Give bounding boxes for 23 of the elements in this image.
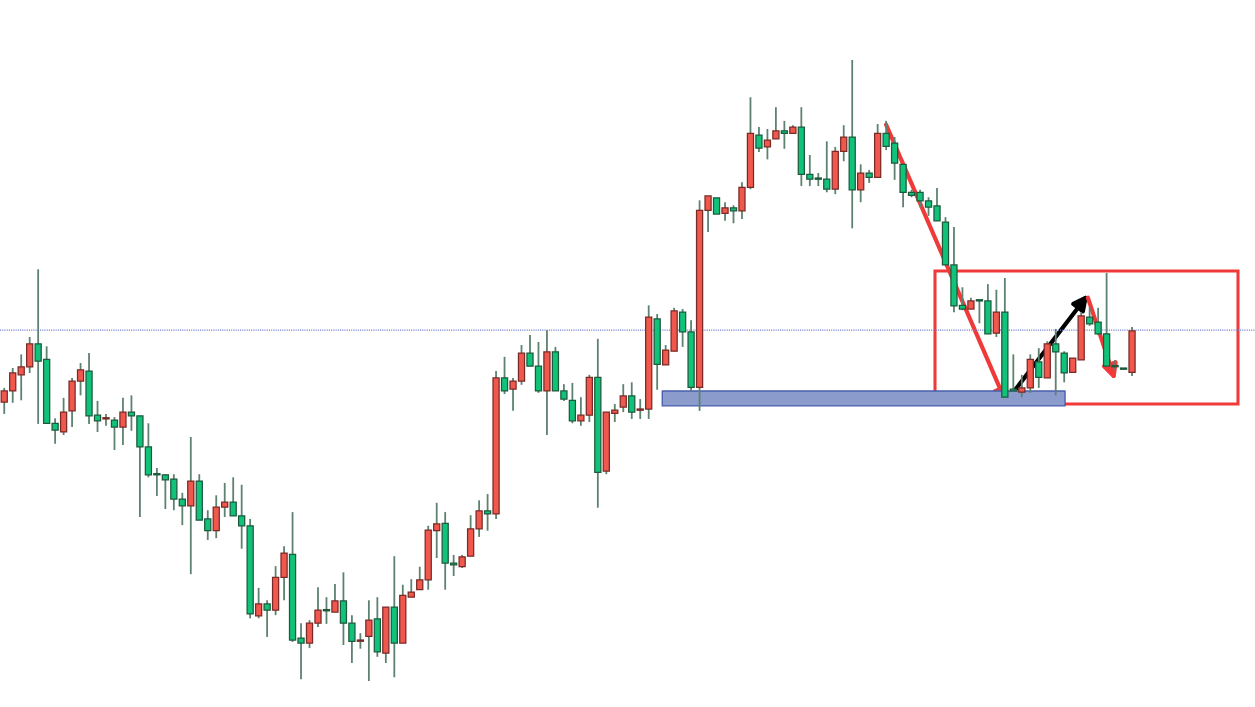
candlestick: [992, 288, 1001, 338]
candlestick: [568, 382, 577, 425]
candlestick: [755, 126, 763, 153]
candlestick: [721, 201, 729, 222]
candlestick: [356, 632, 365, 650]
candlestick: [416, 565, 424, 591]
candlestick: [857, 163, 865, 204]
candlestick: [1060, 350, 1068, 384]
candlestick: [628, 381, 636, 420]
candlestick: [254, 586, 263, 620]
candlestick: [263, 599, 271, 638]
candlestick: [365, 599, 373, 681]
candlestick: [483, 493, 492, 532]
candlestick: [1052, 327, 1060, 397]
candlestick: [729, 204, 738, 225]
candlestick: [407, 578, 415, 599]
candlestick: [1035, 347, 1043, 389]
candlestick: [119, 396, 127, 446]
candlestick: [619, 383, 627, 414]
candlestick: [780, 119, 789, 150]
candlestick: [110, 416, 119, 451]
candlestick: [500, 355, 509, 396]
candlestick: [331, 583, 339, 613]
